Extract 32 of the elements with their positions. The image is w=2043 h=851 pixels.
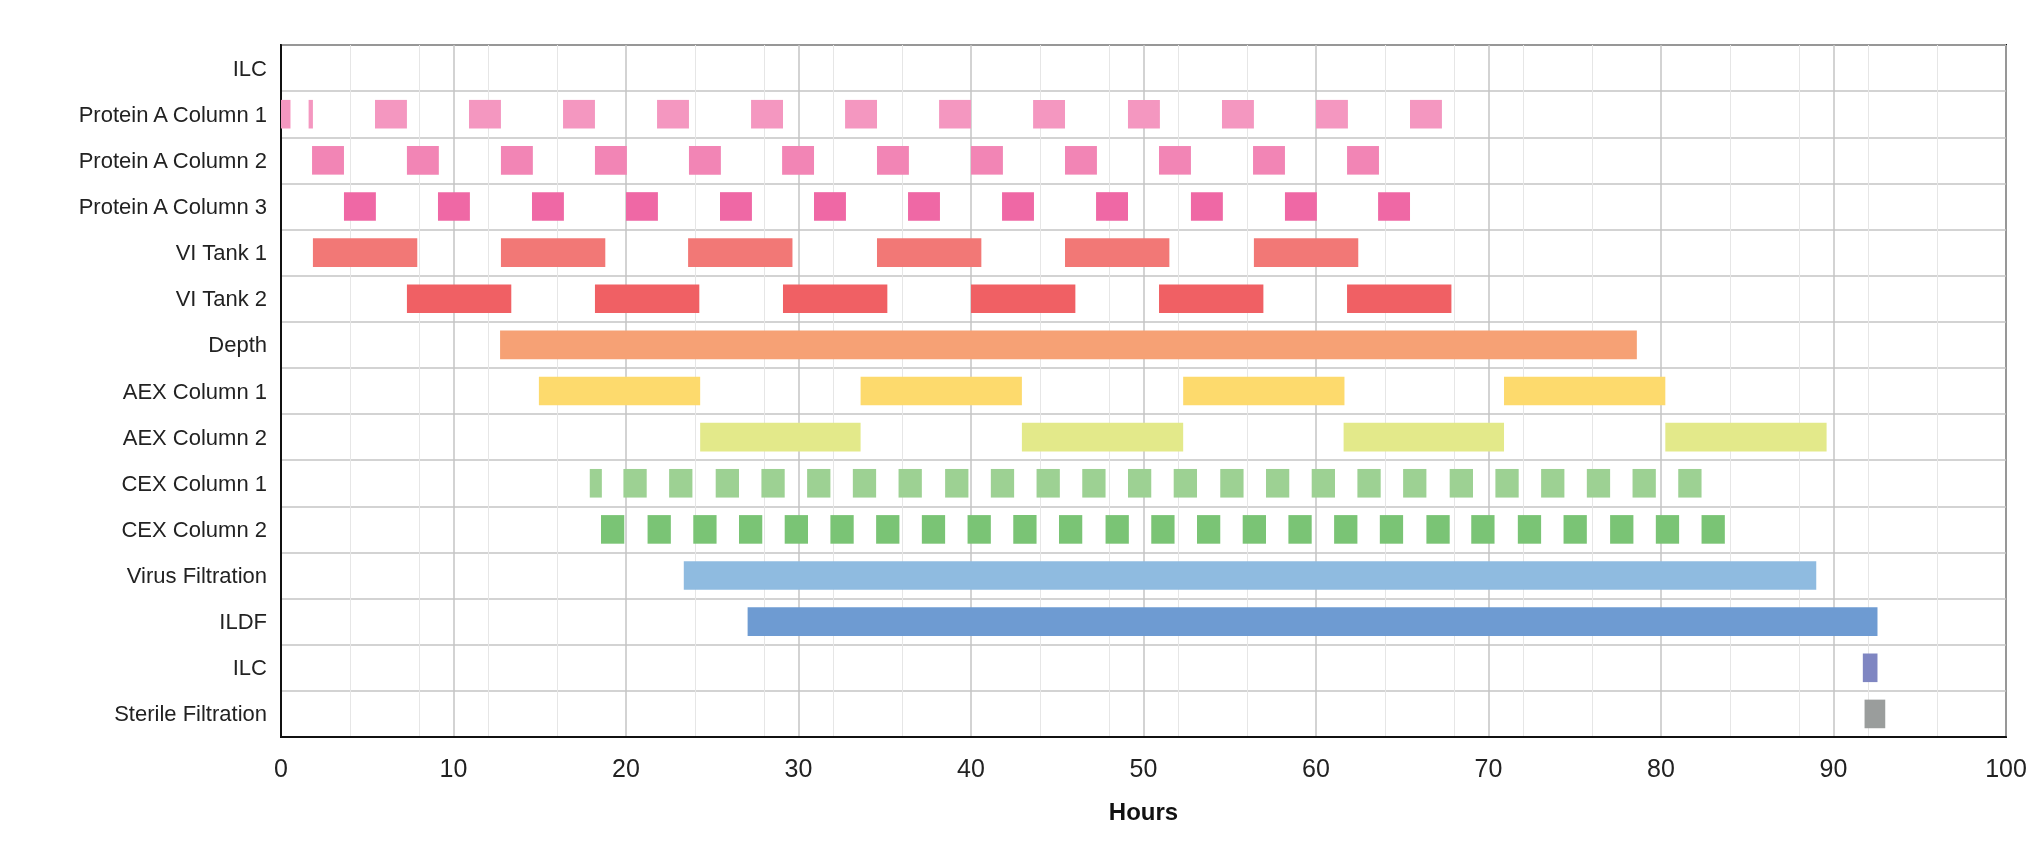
y-tick-label: Protein A Column 2: [78, 147, 267, 173]
y-tick-label: CEX Column 2: [121, 516, 267, 542]
y-tick-label: CEX Column 1: [121, 470, 267, 496]
y-tick-label: AEX Column 2: [122, 424, 267, 450]
x-tick-label: 20: [612, 753, 640, 782]
bar: [500, 330, 1637, 360]
x-tick-label: 40: [957, 753, 985, 782]
y-tick-label: VI Tank 2: [175, 286, 267, 312]
x-tick-label: 100: [1985, 753, 2027, 782]
bar: [747, 607, 1878, 636]
x-tick-label: 80: [1647, 753, 1675, 782]
x-tick-label: 0: [274, 753, 288, 782]
x-tick-label: 60: [1302, 753, 1330, 782]
y-tick-label: Sterile Filtration: [114, 701, 267, 727]
y-tick-label: ILC: [232, 655, 268, 681]
x-tick-label: 90: [1819, 753, 1848, 782]
y-tick-label: ILC: [232, 55, 268, 81]
y-tick-label: AEX Column 1: [122, 378, 267, 404]
x-axis-title: Hours: [1108, 797, 1179, 825]
x-tick-label: 50: [1129, 753, 1158, 782]
x-tick-label: 30: [784, 753, 813, 782]
x-tick-label: 10: [439, 753, 468, 782]
y-tick-label: ILDF: [219, 609, 267, 635]
y-tick-label: Protein A Column 1: [78, 101, 267, 127]
bar: [683, 561, 1817, 590]
x-tick-label: 70: [1474, 753, 1503, 782]
y-tick-label: Depth: [208, 332, 267, 358]
y-tick-label: Protein A Column 3: [78, 193, 267, 219]
y-tick-label: VI Tank 1: [175, 240, 267, 266]
bar: [1864, 699, 1886, 729]
y-tick-label: Virus Filtration: [126, 563, 267, 589]
bar: [1862, 653, 1878, 683]
